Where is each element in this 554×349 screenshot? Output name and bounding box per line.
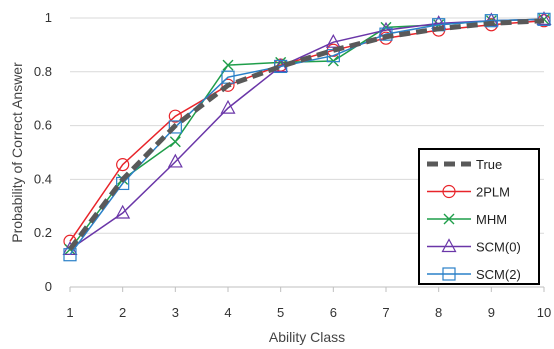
y-axis-title: Probability of Correct Answer	[9, 62, 25, 243]
series-true	[68, 18, 545, 251]
x-tick-label: 3	[172, 305, 179, 320]
legend-label: SCM(2)	[476, 267, 521, 282]
x-tick-label: 8	[435, 305, 442, 320]
legend-item: MHM	[427, 212, 507, 227]
data-point	[325, 33, 341, 48]
legend-item: True	[427, 157, 502, 172]
axes	[69, 286, 545, 292]
x-tick-label: 2	[119, 305, 126, 320]
data-point	[327, 55, 339, 67]
legend-label: MHM	[476, 212, 507, 227]
legend-item: SCM(0)	[427, 238, 521, 255]
y-tick-label: 0.4	[34, 171, 52, 186]
data-point	[221, 78, 235, 92]
data-point	[116, 158, 130, 172]
x-tick-label: 6	[330, 305, 337, 320]
x-tick-label: 1	[66, 305, 73, 320]
x-tick-label: 5	[277, 305, 284, 320]
y-tick-label: 1	[45, 10, 52, 25]
legend-label: 2PLM	[476, 185, 510, 200]
y-tick-label: 0.2	[34, 225, 52, 240]
legend-label: SCM(0)	[476, 240, 521, 255]
data-point	[115, 204, 131, 219]
tick-labels: 0 0.2 0.4 0.6 0.8 1 1 2 3 4 5 6 7 8 9 10	[34, 10, 551, 320]
y-tick-label: 0.8	[34, 64, 52, 79]
legend-item: 2PLM	[427, 185, 510, 200]
legend-marker	[442, 184, 456, 199]
legend: True 2PLM MHM SCM(0) SCM(2)	[418, 148, 540, 285]
legend-marker	[443, 213, 455, 225]
data-point	[167, 153, 183, 168]
x-tick-label: 4	[224, 305, 231, 320]
data-point	[169, 136, 181, 148]
series-line	[68, 18, 545, 251]
data-point	[222, 59, 234, 71]
series-group	[62, 11, 552, 262]
data-point	[484, 14, 498, 28]
x-tick-label: 7	[382, 305, 389, 320]
x-tick-label: 10	[537, 305, 551, 320]
legend-marker	[442, 267, 456, 281]
data-point	[536, 11, 552, 25]
y-tick-label: 0	[45, 279, 52, 294]
legend-box	[418, 148, 540, 285]
data-point	[168, 109, 182, 123]
x-axis-title: Ability Class	[269, 329, 345, 345]
data-point	[220, 99, 236, 114]
legend-label: True	[476, 157, 502, 172]
data-point	[168, 120, 182, 134]
legend-item: SCM(2)	[427, 267, 521, 282]
y-tick-label: 0.6	[34, 118, 52, 133]
legend-marker	[441, 238, 457, 253]
x-tick-label: 9	[488, 305, 495, 320]
